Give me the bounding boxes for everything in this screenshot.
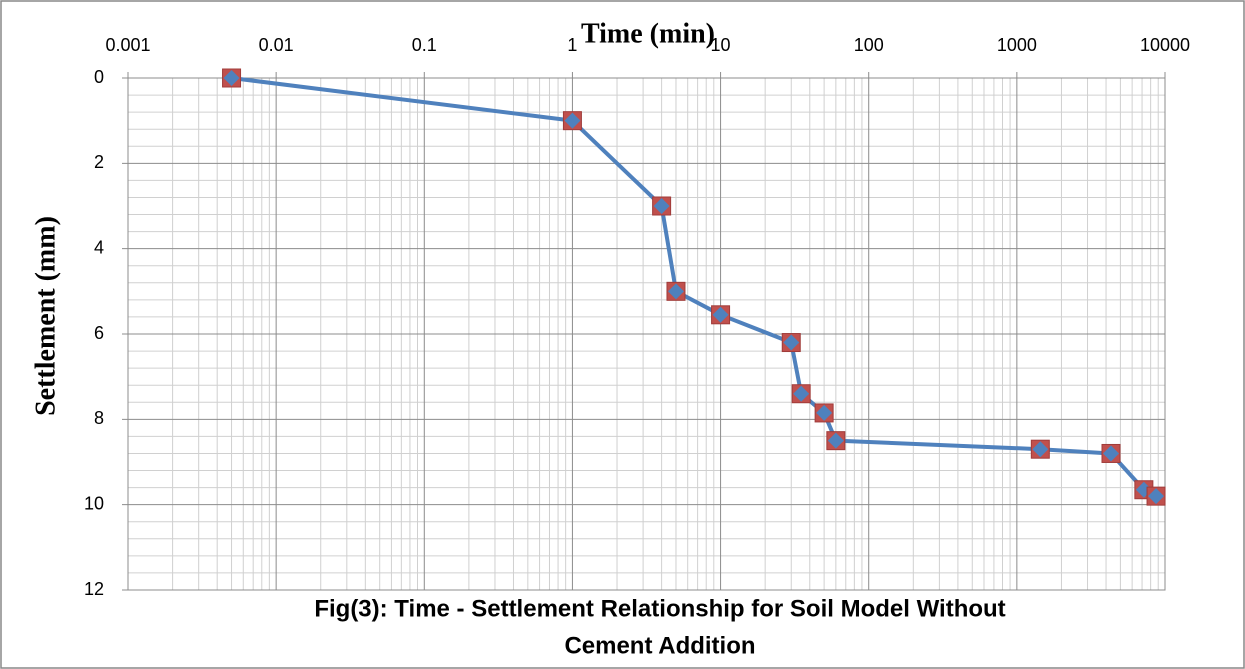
marker (791, 384, 811, 404)
caption-line: Fig(3): Time - Settlement Relationship f… (314, 595, 1005, 622)
y-tick-label: 4 (94, 237, 104, 257)
marker-diamond (564, 112, 581, 129)
marker-diamond (712, 306, 729, 323)
marker-diamond (783, 334, 800, 351)
y-tick-label: 2 (94, 152, 104, 172)
x-tick-label: 0.1 (412, 35, 437, 55)
marker (1146, 486, 1166, 506)
y-axis-label: Settlement (mm) (30, 216, 61, 416)
marker-diamond (793, 385, 810, 402)
marker (562, 111, 582, 131)
y-tick-label: 0 (94, 67, 104, 87)
y-tick-label: 8 (94, 408, 104, 428)
marker-diamond (827, 432, 844, 449)
x-tick-label: 0.001 (105, 35, 150, 55)
marker (1030, 439, 1050, 459)
x-tick-label: 100 (854, 35, 884, 55)
marker-diamond (653, 198, 670, 214)
x-tick-label: 10 (711, 35, 731, 55)
marker (781, 333, 801, 353)
marker (711, 305, 731, 325)
caption-line: Cement Addition (564, 632, 755, 659)
x-tick-label: 0.01 (259, 35, 294, 55)
y-tick-label: 12 (84, 579, 104, 599)
marker-diamond (223, 70, 240, 86)
x-tick-label: 1 (567, 35, 577, 55)
marker-diamond (667, 283, 684, 300)
marker-diamond (1032, 441, 1049, 458)
marker (826, 431, 846, 451)
marker (814, 403, 834, 423)
x-tick-label: 1000 (997, 35, 1037, 55)
marker (222, 68, 242, 88)
plot (222, 68, 1166, 506)
marker (652, 196, 672, 216)
grid (122, 72, 1166, 591)
y-tick-label: 10 (84, 493, 104, 513)
marker (1101, 443, 1121, 463)
x-tick-label: 10000 (1140, 35, 1190, 55)
marker-diamond (816, 404, 833, 421)
marker (666, 281, 686, 301)
y-tick-label: 6 (94, 323, 104, 343)
marker-diamond (1148, 488, 1165, 505)
marker-diamond (1102, 445, 1119, 462)
chart-title: Time (min) (581, 18, 715, 49)
